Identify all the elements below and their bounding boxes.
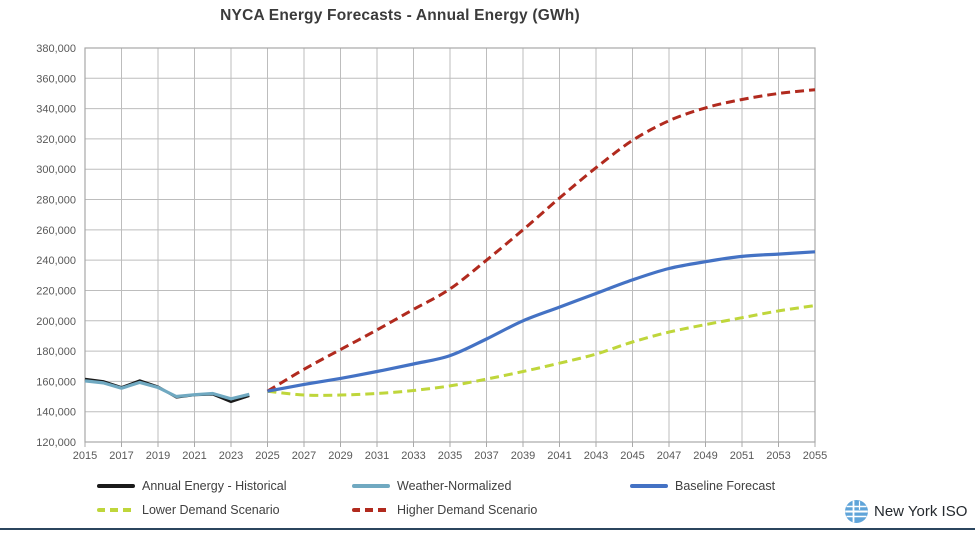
legend-label-baseline-forecast: Baseline Forecast — [675, 479, 776, 493]
x-axis-label: 2023 — [219, 450, 243, 462]
x-axis-label: 2015 — [73, 450, 97, 462]
legend-swatch-higher-demand-scenario — [352, 508, 390, 512]
y-axis-label: 280,000 — [36, 195, 76, 207]
legend-label-higher-demand-scenario: Higher Demand Scenario — [397, 503, 538, 517]
series-line-lower-demand-scenario — [267, 304, 816, 397]
legend-label-lower-demand-scenario: Lower Demand Scenario — [142, 503, 280, 517]
legend-item-baseline-forecast: Baseline Forecast — [630, 479, 775, 493]
y-axis-label: 240,000 — [36, 255, 76, 267]
legend-swatch-baseline-forecast — [630, 484, 668, 488]
legend-label-annual-energy-historical: Annual Energy - Historical — [142, 479, 287, 493]
legend-item-lower-demand-scenario: Lower Demand Scenario — [97, 503, 352, 517]
y-axis-label: 220,000 — [36, 285, 76, 297]
x-axis-label: 2055 — [803, 450, 827, 462]
y-axis-label: 320,000 — [36, 134, 76, 146]
x-axis-label: 2031 — [365, 450, 389, 462]
y-axis-label: 260,000 — [36, 225, 76, 237]
legend-swatch-weather-normalized — [352, 484, 390, 488]
x-axis-label: 2035 — [438, 450, 462, 462]
nyiso-logo: New York ISO — [844, 499, 967, 524]
x-axis-label: 2053 — [766, 450, 790, 462]
x-axis-label: 2027 — [292, 450, 316, 462]
y-axis-label: 180,000 — [36, 346, 76, 358]
y-axis-label: 340,000 — [36, 104, 76, 116]
y-axis-label: 200,000 — [36, 316, 76, 328]
energy-forecast-chart: 120,000 140,000 160,000 180,000 200,000 220,0… — [36, 43, 827, 462]
series-line-higher-demand-scenario — [266, 88, 816, 393]
x-axis-label: 2025 — [255, 450, 279, 462]
x-axis-label: 2047 — [657, 450, 681, 462]
legend-swatch-lower-demand-scenario — [97, 508, 135, 512]
x-axis-label: 2045 — [620, 450, 644, 462]
legend-item-weather-normalized: Weather-Normalized — [352, 479, 630, 493]
x-axis-label: 2029 — [328, 450, 352, 462]
y-axis-label: 380,000 — [36, 43, 76, 55]
nyiso-logo-text: New York ISO — [874, 503, 968, 520]
x-axis-label: 2043 — [584, 450, 608, 462]
bottom-divider — [0, 528, 975, 530]
x-axis-label: 2019 — [146, 450, 170, 462]
x-axis-label: 2049 — [693, 450, 717, 462]
legend-item-higher-demand-scenario: Higher Demand Scenario — [352, 503, 630, 517]
chart-legend: Annual Energy - Historical Weather-Normal… — [97, 479, 775, 517]
y-axis-label: 120,000 — [36, 437, 76, 449]
x-axis-label: 2041 — [547, 450, 571, 462]
y-axis-label: 360,000 — [36, 73, 76, 85]
y-axis-label: 300,000 — [36, 164, 76, 176]
nyiso-globe-icon — [845, 500, 868, 523]
x-axis-label: 2051 — [730, 450, 754, 462]
x-axis-label: 2037 — [474, 450, 498, 462]
y-axis-label: 160,000 — [36, 376, 76, 388]
y-axis-label: 140,000 — [36, 407, 76, 419]
plot-frame — [84, 47, 816, 443]
legend-label-weather-normalized: Weather-Normalized — [397, 479, 512, 493]
series-line-weather-normalized — [84, 379, 250, 401]
legend-item-annual-energy-historical: Annual Energy - Historical — [97, 479, 352, 493]
x-axis-label: 2033 — [401, 450, 425, 462]
series-line-baseline-forecast — [267, 250, 816, 393]
x-axis-label: 2039 — [511, 450, 535, 462]
legend-swatch-annual-energy-historical — [97, 484, 135, 488]
chart-title: NYCA Energy Forecasts - Annual Energy (G… — [220, 7, 580, 24]
x-axis-label: 2021 — [182, 450, 206, 462]
x-axis-label: 2017 — [109, 450, 133, 462]
